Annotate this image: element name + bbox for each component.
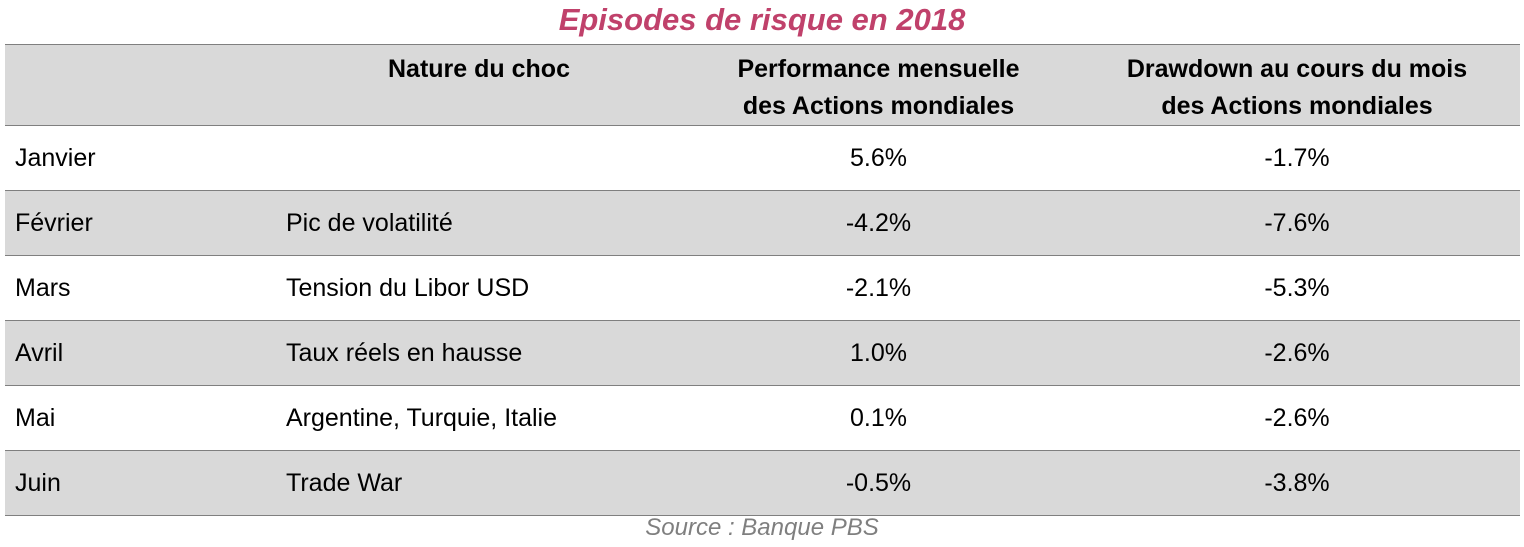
drawdown-cell: -2.6%	[1074, 320, 1520, 386]
performance-cell: 5.6%	[683, 125, 1074, 191]
drawdown-cell: -1.7%	[1074, 125, 1520, 191]
performance-cell: -4.2%	[683, 190, 1074, 256]
header-performance-line-2: des Actions mondiales	[742, 92, 1015, 120]
header-nature: Nature du choc	[275, 44, 683, 126]
table-row: Juin Trade War -0.5% -3.8%	[5, 450, 1520, 516]
header-month	[5, 44, 275, 126]
header-performance: Performance mensuelle des Actions mondia…	[683, 44, 1074, 126]
nature-cell: Taux réels en hausse	[275, 320, 683, 386]
table-row: Mars Tension du Libor USD -2.1% -5.3%	[5, 255, 1520, 321]
table-row: Avril Taux réels en hausse 1.0% -2.6%	[5, 320, 1520, 386]
nature-cell: Trade War	[275, 450, 683, 516]
month-cell: Janvier	[5, 125, 275, 191]
nature-cell: Argentine, Turquie, Italie	[275, 385, 683, 451]
drawdown-cell: -7.6%	[1074, 190, 1520, 256]
month-cell: Avril	[5, 320, 275, 386]
month-cell: Février	[5, 190, 275, 256]
source-note: Source : Banque PBS	[645, 514, 879, 541]
nature-cell: Pic de volatilité	[275, 190, 683, 256]
month-cell: Mars	[5, 255, 275, 321]
performance-cell: 0.1%	[683, 385, 1074, 451]
nature-cell: Tension du Libor USD	[275, 255, 683, 321]
table-row: Mai Argentine, Turquie, Italie 0.1% -2.6…	[5, 385, 1520, 451]
table-row: Février Pic de volatilité -4.2% -7.6%	[5, 190, 1520, 256]
performance-cell: 1.0%	[683, 320, 1074, 386]
header-performance-line-1: Performance mensuelle	[737, 55, 1020, 83]
chart-title: Episodes de risque en 2018	[558, 2, 966, 37]
table-row: Janvier 5.6% -1.7%	[5, 125, 1520, 191]
header-drawdown: Drawdown au cours du mois des Actions mo…	[1074, 44, 1520, 126]
month-cell: Juin	[5, 450, 275, 516]
drawdown-cell: -3.8%	[1074, 450, 1520, 516]
month-cell: Mai	[5, 385, 275, 451]
table-header-row: Nature du choc Performance mensuelle des…	[5, 44, 1520, 126]
header-drawdown-line-2: des Actions mondiales	[1161, 92, 1433, 120]
performance-cell: -0.5%	[683, 450, 1074, 516]
performance-cell: -2.1%	[683, 255, 1074, 321]
nature-cell	[275, 125, 683, 191]
drawdown-cell: -5.3%	[1074, 255, 1520, 321]
drawdown-cell: -2.6%	[1074, 385, 1520, 451]
risk-episodes-table: Nature du choc Performance mensuelle des…	[5, 44, 1520, 516]
header-drawdown-line-1: Drawdown au cours du mois	[1126, 55, 1468, 83]
